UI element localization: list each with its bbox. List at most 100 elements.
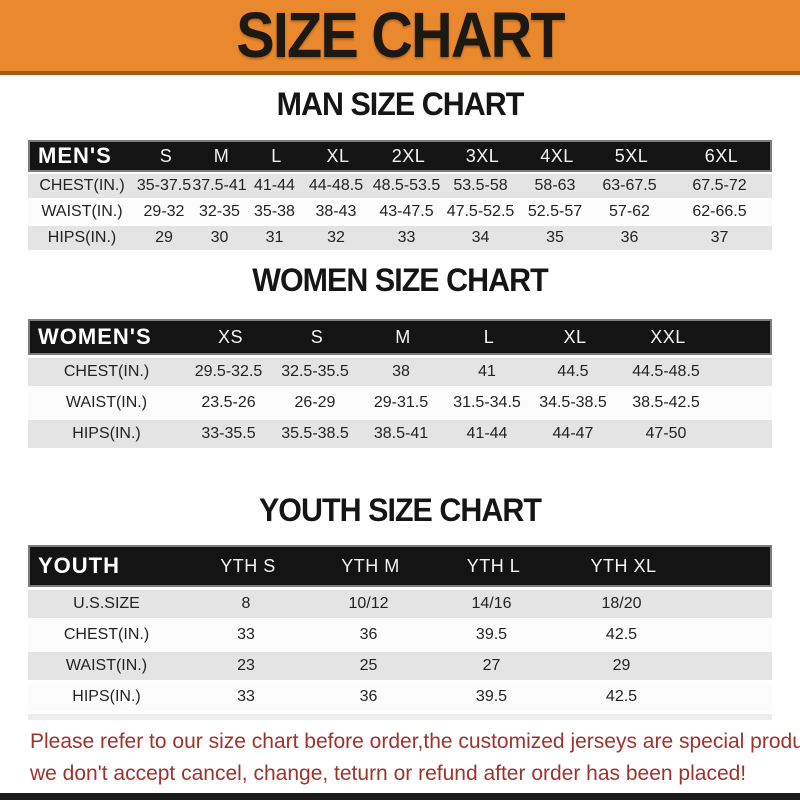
- size-cell: 32.5-35.5: [281, 363, 349, 380]
- size-cell: 35.5-38.5: [281, 425, 349, 442]
- size-chart-banner: SIZE CHART: [0, 0, 800, 75]
- column-header: S: [159, 145, 173, 166]
- size-cell: 23: [237, 657, 255, 674]
- table-bottom-strip: [28, 711, 772, 720]
- column-header: YTH S: [220, 555, 276, 576]
- table-row: HIPS(IN.) 33 36 39.5 42.5: [28, 680, 772, 711]
- womens-table-label: WOMEN'S: [38, 324, 152, 349]
- table-row: CHEST(IN.) 29.5-32.5 32.5-35.5 38 41 44.…: [28, 355, 772, 386]
- size-cell: 23.5-26: [201, 394, 256, 411]
- size-cell: 38-43: [315, 203, 357, 220]
- row-label: HIPS(IN.): [72, 425, 141, 442]
- table-row: U.S.SIZE 8 10/12 14/16 18/20: [28, 587, 772, 618]
- size-cell: 32-35: [199, 203, 240, 220]
- size-cell: 29-31.5: [373, 394, 429, 411]
- size-cell: 53.5-58: [453, 177, 508, 194]
- table-row: HIPS(IN.) 29 30 31 32 33 34 35 36 37: [28, 224, 772, 250]
- size-cell: 33: [237, 688, 255, 705]
- size-cell: 37.5-41: [192, 177, 247, 194]
- column-header: XL: [326, 145, 350, 166]
- size-cell: 63-67.5: [602, 177, 657, 194]
- size-cell: 31.5-34.5: [453, 394, 521, 411]
- column-header: 6XL: [704, 145, 739, 166]
- size-cell: 62-66.5: [692, 203, 747, 220]
- table-row: CHEST(IN.) 35-37.5 37.5-41 41-44 44-48.5…: [28, 172, 772, 198]
- size-cell: 34: [471, 229, 490, 246]
- column-header: L: [483, 326, 495, 347]
- size-cell: 41: [478, 363, 496, 380]
- size-cell: 27: [482, 657, 501, 674]
- size-cell: 26-29: [294, 394, 336, 411]
- size-cell: 39.5: [475, 688, 508, 705]
- size-cell: 67.5-72: [692, 177, 747, 194]
- column-header: YTH XL: [590, 555, 657, 576]
- size-cell: 36: [620, 229, 639, 246]
- size-cell: 35-37.5: [136, 177, 192, 194]
- size-cell: 29: [612, 657, 631, 674]
- column-header: 2XL: [391, 145, 426, 166]
- womens-size-table: WOMEN'S XS S M L XL XXL CHEST(IN.) 29.5-…: [28, 319, 772, 448]
- mens-table-header-row: MEN'S S M L XL 2XL 3XL 4XL 5XL 6XL: [28, 140, 772, 172]
- size-cell: 44-47: [552, 425, 594, 442]
- table-row: WAIST(IN.) 23.5-26 26-29 29-31.5 31.5-34…: [28, 386, 772, 417]
- size-cell: 36: [359, 688, 378, 705]
- row-label: CHEST(IN.): [39, 177, 125, 194]
- order-notice: Please refer to our size chart before or…: [30, 726, 800, 790]
- row-label: U.S.SIZE: [73, 595, 140, 612]
- column-header: M: [213, 145, 230, 166]
- size-cell: 31: [265, 229, 284, 246]
- column-header: L: [271, 145, 282, 166]
- size-cell: 37: [710, 229, 729, 246]
- size-cell: 38: [392, 363, 410, 380]
- size-cell: 57-62: [609, 203, 650, 220]
- order-notice-line1: Please refer to our size chart before or…: [30, 730, 800, 753]
- size-cell: 42.5: [605, 688, 638, 705]
- row-label: WAIST(IN.): [65, 657, 148, 674]
- mens-table-label: MEN'S: [38, 143, 112, 168]
- size-cell: 58-63: [534, 177, 576, 194]
- order-notice-line2: we don't accept cancel, change, teturn o…: [30, 762, 747, 785]
- row-label: WAIST(IN.): [65, 394, 148, 411]
- size-cell: 25: [359, 657, 378, 674]
- size-cell: 43-47.5: [379, 203, 434, 220]
- size-cell: 38.5-41: [373, 425, 429, 442]
- column-header: XS: [217, 326, 243, 347]
- youth-size-table: YOUTH YTH S YTH M YTH L YTH XL U.S.SIZE …: [28, 545, 772, 720]
- column-header: YTH M: [341, 555, 400, 576]
- column-header: 5XL: [614, 145, 649, 166]
- table-row: HIPS(IN.) 33-35.5 35.5-38.5 38.5-41 41-4…: [28, 417, 772, 448]
- size-cell: 18/20: [601, 595, 642, 612]
- row-label: CHEST(IN.): [63, 626, 150, 643]
- column-header: 3XL: [465, 145, 500, 166]
- size-cell: 29-32: [143, 203, 185, 220]
- table-row: WAIST(IN.) 29-32 32-35 35-38 38-43 43-47…: [28, 198, 772, 224]
- size-cell: 44.5: [557, 363, 589, 380]
- size-cell: 34.5-38.5: [539, 394, 607, 411]
- women-section-heading: WOMEN SIZE CHART: [252, 262, 548, 298]
- youth-section-heading: YOUTH SIZE CHART: [258, 492, 542, 528]
- size-cell: 52.5-57: [527, 203, 583, 220]
- size-cell: 14/16: [471, 595, 512, 612]
- size-cell: 44-48.5: [308, 177, 364, 194]
- size-cell: 44.5-48.5: [632, 363, 700, 380]
- size-cell: 8: [241, 595, 251, 612]
- column-header: 4XL: [540, 145, 574, 166]
- size-cell: 35-38: [254, 203, 295, 220]
- row-label: HIPS(IN.): [72, 688, 141, 705]
- size-cell: 30: [210, 229, 229, 246]
- table-row: CHEST(IN.) 33 36 39.5 42.5: [28, 618, 772, 649]
- womens-table-header-row: WOMEN'S XS S M L XL XXL: [28, 319, 772, 355]
- table-row: WAIST(IN.) 23 25 27 29: [28, 649, 772, 680]
- row-label: CHEST(IN.): [63, 363, 150, 380]
- size-cell: 33: [397, 229, 416, 246]
- column-header: YTH L: [466, 555, 521, 576]
- size-cell: 29: [155, 229, 173, 246]
- youth-table-label: YOUTH: [38, 553, 120, 578]
- mens-size-table: MEN'S S M L XL 2XL 3XL 4XL 5XL 6XL CHEST…: [28, 140, 772, 250]
- man-section-heading: MAN SIZE CHART: [276, 86, 525, 122]
- size-cell: 29.5-32.5: [194, 363, 263, 380]
- size-cell: 41-44: [254, 177, 295, 194]
- size-cell: 35: [546, 229, 564, 246]
- size-cell: 33: [237, 626, 255, 643]
- column-header: XXL: [650, 326, 686, 347]
